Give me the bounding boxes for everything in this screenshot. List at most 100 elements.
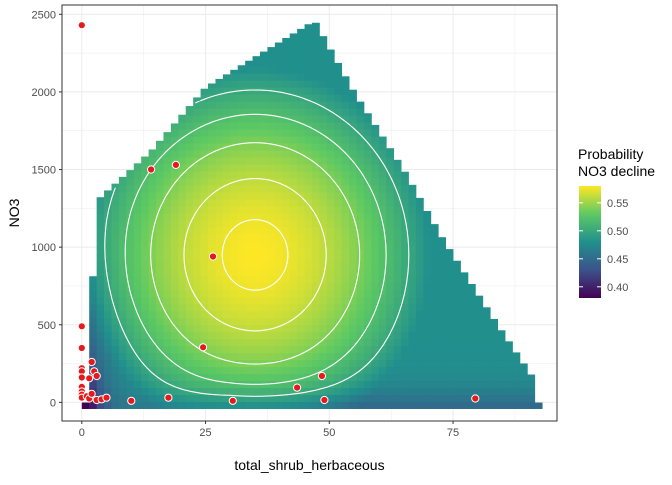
heatmap-cell <box>112 332 120 339</box>
heatmap-cell <box>297 185 305 192</box>
heatmap-cell <box>275 339 283 346</box>
heatmap-cell <box>260 171 268 178</box>
heatmap-cell <box>334 220 342 227</box>
heatmap-cell <box>297 171 305 178</box>
heatmap-cell <box>171 206 179 213</box>
heatmap-cell <box>386 283 394 290</box>
heatmap-cell <box>423 332 431 339</box>
heatmap-cell <box>141 339 149 346</box>
data-point <box>165 394 172 401</box>
heatmap-cell <box>334 374 342 381</box>
heatmap-cell <box>312 304 320 311</box>
heatmap-cell <box>178 283 186 290</box>
heatmap-cell <box>364 129 372 136</box>
heatmap-cell <box>342 157 350 164</box>
heatmap-cell <box>238 367 246 374</box>
heatmap-cell <box>201 283 209 290</box>
heatmap-cell <box>149 346 157 353</box>
heatmap-cell <box>431 367 439 374</box>
heatmap-cell <box>364 388 372 395</box>
heatmap-cell <box>156 269 164 276</box>
heatmap-cell <box>134 339 142 346</box>
heatmap-cell <box>319 80 327 87</box>
heatmap-cell <box>112 206 120 213</box>
heatmap-cell <box>327 248 335 255</box>
heatmap-cell <box>290 33 298 38</box>
heatmap-cell <box>423 262 431 269</box>
heatmap-cell <box>260 52 268 53</box>
heatmap-cell <box>416 395 424 402</box>
heatmap-cell <box>312 269 320 276</box>
heatmap-cell <box>460 346 468 353</box>
heatmap-cell <box>327 297 335 304</box>
heatmap-cell <box>245 388 253 395</box>
heatmap-cell <box>253 115 261 122</box>
heatmap-cell <box>357 311 365 318</box>
heatmap-cell <box>364 332 372 339</box>
heatmap-cell <box>141 395 149 402</box>
heatmap-cell <box>416 297 424 304</box>
heatmap-cell <box>126 170 134 171</box>
heatmap-cell <box>104 367 112 374</box>
data-point <box>172 161 179 168</box>
heatmap-cell <box>431 241 439 248</box>
heatmap-cell <box>297 283 305 290</box>
heatmap-cell <box>141 276 149 283</box>
heatmap-cell <box>208 192 216 199</box>
heatmap-cell <box>201 248 209 255</box>
heatmap-cell <box>208 157 216 164</box>
heatmap-cell <box>275 346 283 353</box>
data-point <box>472 395 479 402</box>
heatmap-cell <box>223 115 231 122</box>
heatmap-cell <box>201 89 209 95</box>
heatmap-cell <box>267 213 275 220</box>
heatmap-cell <box>401 241 409 248</box>
heatmap-cell <box>290 227 298 234</box>
heatmap-cell <box>371 185 379 192</box>
heatmap-cell <box>319 213 327 220</box>
heatmap-cell <box>141 206 149 213</box>
heatmap-cell <box>297 227 305 234</box>
heatmap-cell <box>490 353 498 360</box>
heatmap-cell <box>297 59 305 66</box>
heatmap-cell <box>97 234 105 241</box>
heatmap-cell <box>171 269 179 276</box>
heatmap-cell <box>483 318 491 325</box>
heatmap-cell <box>260 339 268 346</box>
heatmap-cell <box>334 213 342 220</box>
heatmap-cell <box>334 283 342 290</box>
heatmap-cell <box>364 113 372 115</box>
heatmap-cell <box>253 311 261 318</box>
heatmap-cell <box>260 73 268 80</box>
heatmap-cell <box>460 272 468 276</box>
heatmap-cell <box>97 241 105 248</box>
heatmap-cell <box>327 353 335 360</box>
heatmap-cell <box>267 157 275 164</box>
heatmap-cell <box>260 143 268 150</box>
heatmap-cell <box>208 346 216 353</box>
heatmap-cell <box>260 94 268 101</box>
heatmap-cell <box>126 178 134 185</box>
heatmap-cell <box>394 360 402 367</box>
heatmap-cell <box>141 346 149 353</box>
heatmap-cell <box>438 381 446 388</box>
heatmap-cell <box>238 311 246 318</box>
heatmap-cell <box>230 367 238 374</box>
heatmap-cell <box>431 374 439 381</box>
heatmap-cell <box>438 276 446 283</box>
heatmap-cell <box>267 47 275 53</box>
heatmap-cell <box>282 248 290 255</box>
heatmap-cell <box>327 59 335 66</box>
heatmap-cell <box>193 367 201 374</box>
heatmap-cell <box>386 192 394 199</box>
heatmap-cell <box>371 262 379 269</box>
heatmap-cell <box>230 318 238 325</box>
heatmap-cell <box>297 129 305 136</box>
heatmap-cell <box>89 332 97 339</box>
heatmap-cell <box>431 262 439 269</box>
heatmap-cell <box>305 241 313 248</box>
heatmap-cell <box>245 185 253 192</box>
heatmap-cell <box>282 101 290 108</box>
heatmap-cell <box>186 115 194 122</box>
heatmap-cell <box>163 367 171 374</box>
